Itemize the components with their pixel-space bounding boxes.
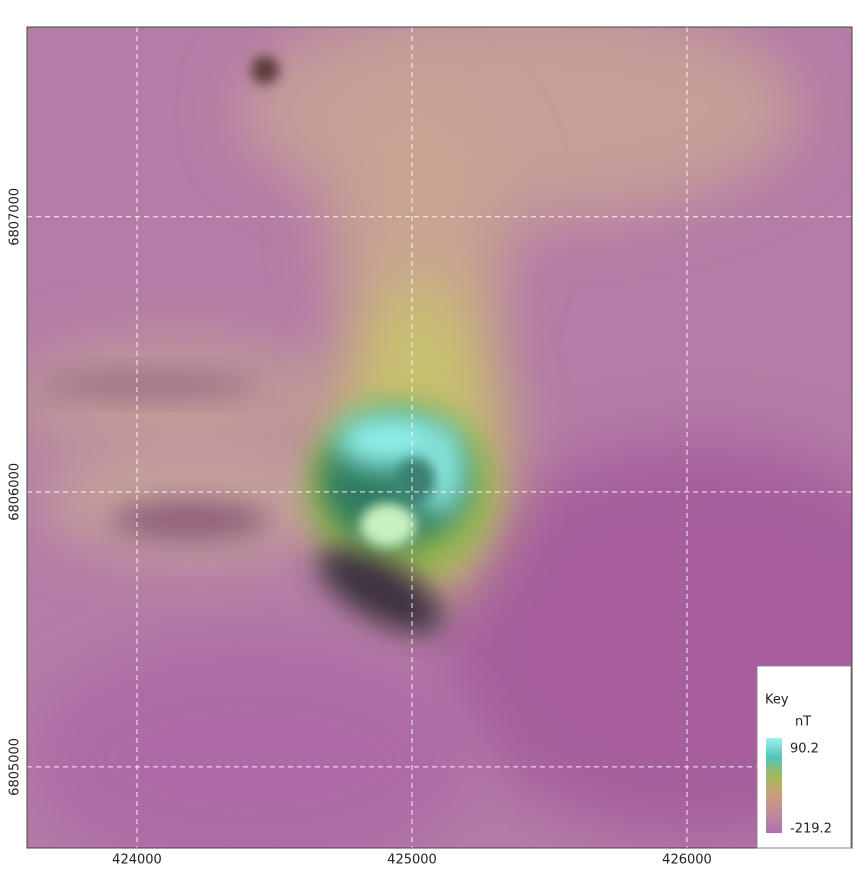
x-tick-label: 426000 — [662, 853, 712, 868]
legend-max: 90.2 — [790, 742, 819, 757]
y-tick-label: 6807000 — [8, 188, 23, 246]
y-tick-label: 6805000 — [8, 738, 23, 796]
map-figure: Key nT 90.2 -219.2 424000 425000 426000 680… — [0, 0, 857, 888]
x-tick-label: 425000 — [387, 853, 437, 868]
legend-min: -219.2 — [790, 822, 832, 837]
legend-title: Key — [765, 693, 789, 708]
legend-unit: nT — [795, 715, 811, 730]
legend: Key nT 90.2 -219.2 — [757, 666, 851, 848]
color-bar — [766, 738, 782, 833]
x-tick-label: 424000 — [112, 853, 162, 868]
y-tick-label: 6806000 — [8, 463, 23, 521]
